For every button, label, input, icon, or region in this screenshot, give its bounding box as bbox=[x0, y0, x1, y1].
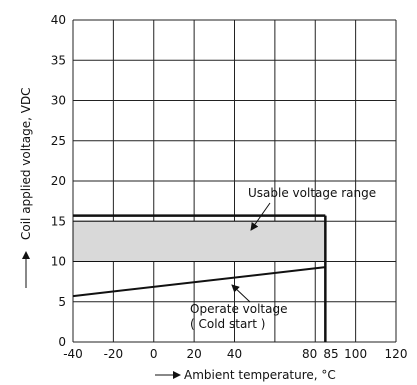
x-tick-label: 100 bbox=[344, 347, 367, 361]
y-tick-label: 10 bbox=[51, 255, 66, 269]
annotation-operate-voltage: Operate voltage bbox=[190, 302, 287, 316]
x-tick-label: 85 bbox=[323, 347, 338, 361]
annotation-operate-arrow bbox=[231, 284, 251, 303]
tick-labels: 0 5 10 15 20 25 30 35 40 -40 -20 0 20 40 80 85 100 120 bbox=[51, 13, 408, 361]
annotations: Usable voltage range Operate voltage ( C… bbox=[190, 186, 376, 331]
usable-voltage-range bbox=[72, 220, 326, 262]
x-tick-label: 20 bbox=[186, 347, 201, 361]
x-tick-label: 120 bbox=[385, 347, 408, 361]
y-tick-label: 20 bbox=[51, 174, 66, 188]
x-tick-label: 80 bbox=[302, 347, 317, 361]
x-axis-title: Ambient temperature, °C bbox=[184, 368, 336, 382]
annotation-usable-range: Usable voltage range bbox=[248, 186, 376, 200]
x-tick-label: -20 bbox=[104, 347, 124, 361]
series-layer bbox=[72, 214, 327, 342]
x-tick-label: 40 bbox=[227, 347, 242, 361]
x-tick-label: 0 bbox=[150, 347, 158, 361]
y-axis-title: Coil applied voltage, VDC bbox=[19, 87, 33, 240]
x-tick-label: -40 bbox=[63, 347, 83, 361]
annotation-usable-arrow bbox=[250, 202, 271, 231]
y-tick-label: 25 bbox=[51, 134, 66, 148]
usable-range-layer bbox=[72, 220, 326, 262]
x-axis-title-group: Ambient temperature, °C bbox=[155, 368, 336, 382]
y-tick-label: 30 bbox=[51, 94, 66, 108]
y-tick-label: 0 bbox=[58, 335, 66, 349]
y-tick-label: 5 bbox=[58, 295, 66, 309]
y-tick-label: 40 bbox=[51, 13, 66, 27]
operate-voltage-line bbox=[72, 266, 326, 298]
grid bbox=[72, 19, 397, 343]
y-axis-title-group: Coil applied voltage, VDC bbox=[19, 87, 33, 288]
y-tick-label: 15 bbox=[51, 214, 66, 228]
y-tick-label: 35 bbox=[51, 53, 66, 67]
annotation-cold-start: ( Cold start ) bbox=[190, 317, 265, 331]
